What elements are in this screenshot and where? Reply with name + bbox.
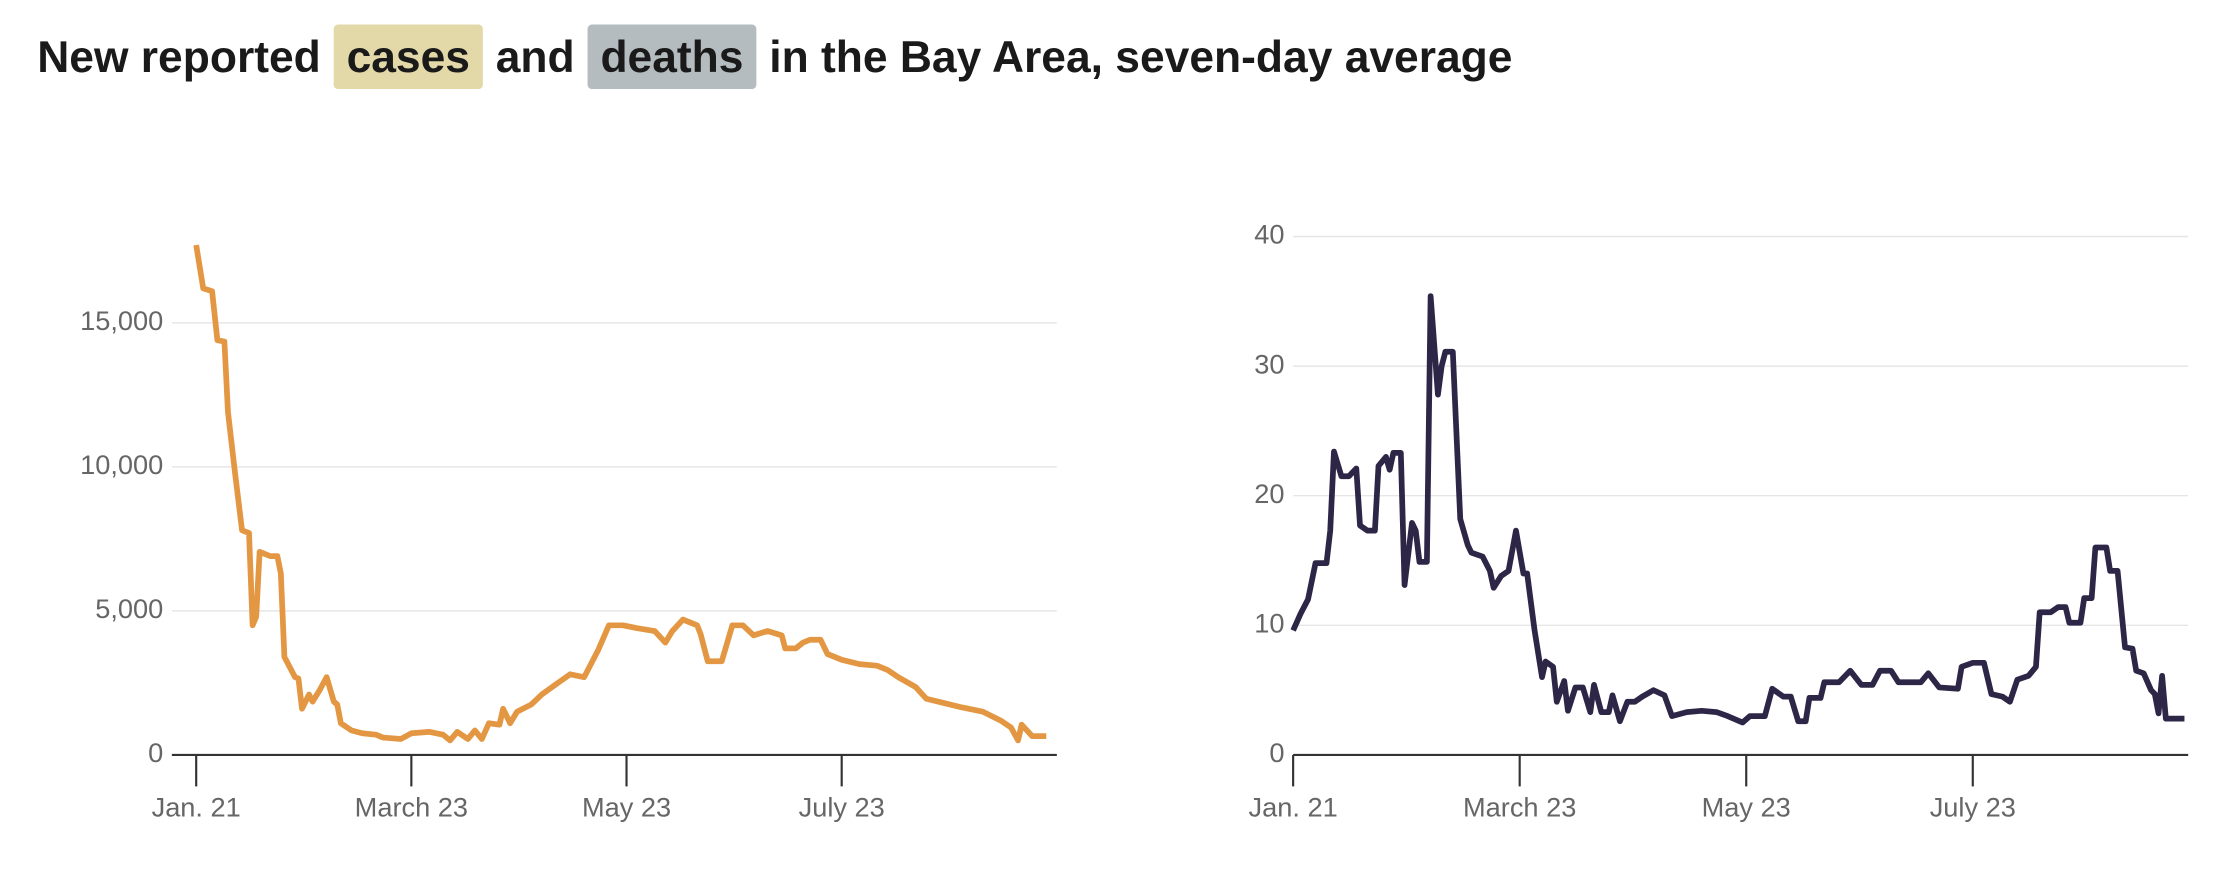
y-tick-label: 40 (1254, 219, 1284, 250)
x-tick-label: March 23 (355, 792, 468, 823)
title-part: and (496, 33, 575, 82)
data-line (1290, 293, 2185, 726)
x-tick-label: March 23 (1463, 792, 1576, 823)
x-tick-label: May 23 (1702, 792, 1791, 823)
title-highlight (587, 24, 757, 89)
x-tick-label: July 23 (799, 792, 885, 823)
x-tick-label: July 23 (1930, 792, 2016, 823)
y-tick-label: 10,000 (80, 449, 163, 480)
y-tick-label: 15,000 (80, 305, 163, 336)
x-tick-label: Jan. 21 (152, 792, 241, 823)
title-part: cases (347, 33, 470, 82)
y-tick-label: 0 (148, 737, 163, 768)
x-tick-label: May 23 (582, 792, 671, 823)
y-tick-label: 20 (1254, 478, 1284, 509)
y-tick-label: 5,000 (95, 593, 163, 624)
data-line (193, 244, 1047, 744)
title-part: New reported (37, 33, 321, 82)
title-part: in the Bay Area, seven-day average (769, 33, 1512, 82)
y-tick-label: 0 (1269, 737, 1284, 768)
title-part: deaths (600, 33, 743, 82)
y-tick-label: 30 (1254, 348, 1284, 379)
x-tick-label: Jan. 21 (1249, 792, 1338, 823)
y-tick-label: 10 (1254, 607, 1284, 638)
title-highlight (333, 24, 483, 89)
